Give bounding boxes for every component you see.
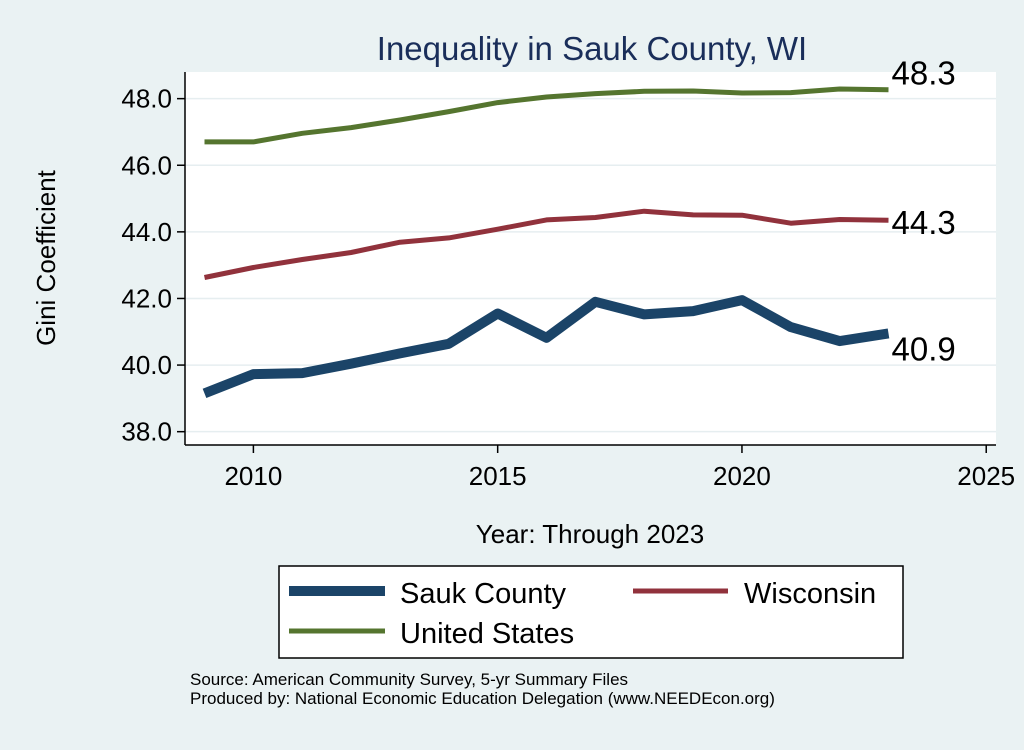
y-tick-label: 42.0 [121, 283, 172, 313]
y-axis-label: Gini Coefficient [31, 169, 61, 346]
legend: Sauk County Wisconsin United States [279, 566, 903, 658]
y-tick-label: 48.0 [121, 84, 172, 114]
end-label-wisconsin: 44.3 [892, 204, 956, 241]
legend-label-wisconsin: Wisconsin [744, 578, 876, 610]
end-label-sauk-county: 40.9 [892, 330, 956, 367]
legend-label-united-states: United States [400, 618, 574, 650]
y-tick-label: 40.0 [121, 350, 172, 380]
x-axis-label: Year: Through 2023 [476, 519, 704, 549]
legend-label-sauk-county: Sauk County [400, 578, 567, 610]
footer: Source: American Community Survey, 5-yr … [190, 670, 775, 708]
x-tick-label: 2015 [469, 461, 527, 491]
x-tick-label: 2025 [957, 461, 1015, 491]
x-tick-label: 2020 [713, 461, 771, 491]
chart-title: Inequality in Sauk County, WI [377, 30, 807, 67]
producer-note: Produced by: National Economic Education… [190, 689, 775, 708]
end-label-united-states: 48.3 [892, 55, 956, 92]
y-tick-label: 44.0 [121, 217, 172, 247]
y-tick-label: 46.0 [121, 150, 172, 180]
source-note: Source: American Community Survey, 5-yr … [190, 670, 775, 689]
x-tick-label: 2010 [224, 461, 282, 491]
y-tick-label: 38.0 [121, 417, 172, 447]
